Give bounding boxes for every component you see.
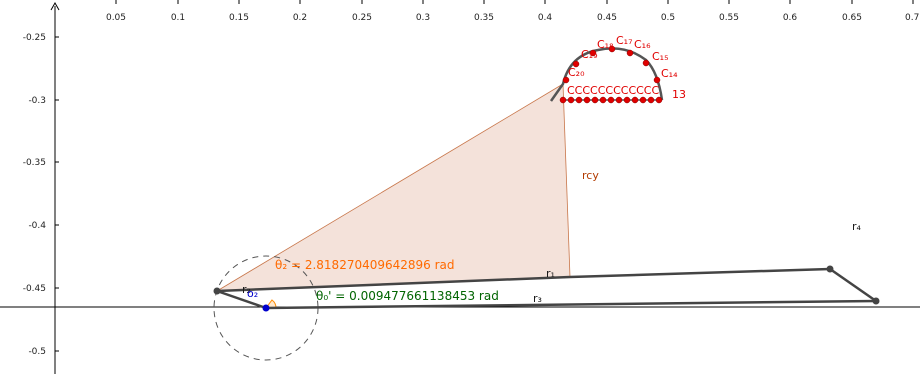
r4-label: r₄ bbox=[852, 220, 862, 233]
r2-label: r₂ bbox=[242, 283, 251, 296]
x-tick-label: 0.7 bbox=[905, 13, 919, 23]
link-r1[interactable] bbox=[216, 275, 571, 293]
x-tick-label: 0.35 bbox=[474, 13, 494, 23]
y-tick-label: -0.35 bbox=[23, 158, 46, 168]
r3-label: r₃ bbox=[533, 292, 542, 305]
c17-label: C₁₇ bbox=[616, 34, 633, 47]
link-r3[interactable] bbox=[265, 299, 877, 310]
x-tick-label: 0.3 bbox=[416, 13, 430, 23]
y-tick-label: -0.3 bbox=[28, 96, 46, 106]
c-points-arc[interactable] bbox=[562, 45, 661, 84]
x-tick-label: 0.5 bbox=[661, 13, 675, 23]
x-tick-label: 0.6 bbox=[783, 13, 798, 23]
x-axis-ticks bbox=[115, 0, 914, 4]
joint-c[interactable] bbox=[826, 265, 834, 273]
c-row-label: CCCCCCCCCCCC bbox=[567, 84, 659, 97]
x-tick-label: 0.05 bbox=[106, 13, 126, 23]
x-tick-label: 0.55 bbox=[719, 13, 739, 23]
link-r1-ext[interactable] bbox=[569, 267, 831, 279]
link-r2[interactable] bbox=[216, 289, 267, 310]
link-r4[interactable] bbox=[829, 267, 877, 303]
x-tick-label: 0.4 bbox=[538, 13, 553, 23]
y-tick-label: -0.5 bbox=[28, 347, 46, 357]
c19-label: C₁₉ bbox=[581, 48, 598, 61]
r1-label: r₁ bbox=[546, 267, 555, 280]
cam-profile[interactable] bbox=[549, 47, 664, 102]
c20-label: C₂₀ bbox=[568, 66, 585, 79]
x-tick-label: 0.2 bbox=[293, 13, 307, 23]
x-tick-label: 0.65 bbox=[842, 13, 862, 23]
y-axis-ticks bbox=[55, 36, 59, 352]
joint-b[interactable] bbox=[262, 304, 270, 312]
c-points-row[interactable] bbox=[559, 96, 663, 104]
y-axis-arrow-icon bbox=[50, 1, 60, 11]
x-tick-label: 0.1 bbox=[171, 13, 185, 23]
c18-label: C₁₈ bbox=[597, 38, 614, 51]
y-tick-label: -0.25 bbox=[23, 33, 46, 43]
theta0-label: θ₀' = 0.009477661138453 rad bbox=[316, 289, 499, 303]
y-tick-label: -0.45 bbox=[23, 284, 46, 294]
x-tick-label: 0.15 bbox=[229, 13, 249, 23]
c16-label: C₁₆ bbox=[634, 38, 651, 51]
theta2-label: θ₂ = 2.818270409642896 rad bbox=[275, 258, 455, 272]
x-tick-label: 0.25 bbox=[352, 13, 372, 23]
c15-label: C₁₅ bbox=[652, 50, 669, 63]
rcy-label: rcy bbox=[582, 169, 599, 182]
joint-a[interactable] bbox=[213, 287, 221, 295]
x-tick-label: 0.45 bbox=[597, 13, 617, 23]
c14-label: C₁₄ bbox=[661, 67, 678, 80]
y-tick-label: -0.4 bbox=[28, 221, 46, 231]
o2-label: o₂ bbox=[247, 287, 258, 300]
joint-d[interactable] bbox=[872, 297, 880, 305]
c13-label: 13 bbox=[672, 88, 686, 101]
